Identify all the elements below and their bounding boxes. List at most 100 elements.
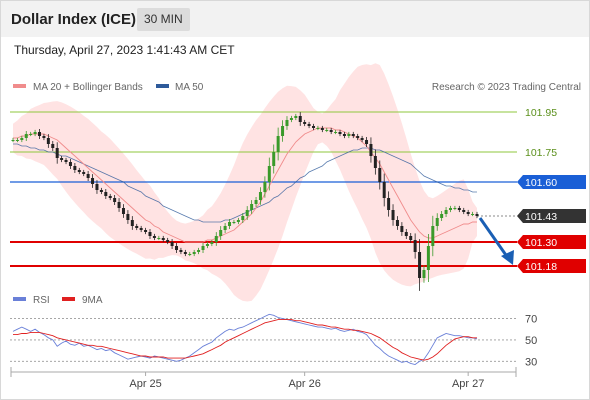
level-label-101-75: 101.75 (525, 147, 557, 159)
candle-body (29, 134, 33, 135)
chart-title: Dollar Index (ICE) (11, 11, 137, 28)
candlesticks (11, 112, 479, 291)
candle-body (20, 138, 24, 140)
candle-body (347, 134, 351, 136)
level-label-box (517, 235, 586, 249)
candle-6 (38, 129, 42, 139)
candle-43 (201, 243, 205, 253)
candle-38 (179, 247, 183, 255)
candle-78 (356, 133, 360, 141)
candle-64 (294, 113, 298, 121)
candle-83 (378, 160, 382, 190)
candle-100 (453, 205, 457, 211)
candle-25 (121, 204, 125, 218)
candle-body (15, 140, 19, 141)
candle-body (144, 230, 148, 232)
level-label-box (517, 259, 586, 273)
price-panel: 101.95 101.75 101.60 101.43 101.30 101.18 (10, 63, 586, 302)
candle-73 (334, 129, 338, 135)
candle-26 (126, 210, 130, 224)
rsi-level-label-50: 50 (525, 335, 537, 347)
candle-48 (223, 223, 227, 233)
candle-body (170, 242, 174, 246)
candle-body (77, 170, 81, 172)
rsi-line (12, 313, 478, 365)
rsi-level-label-30: 30 (525, 356, 537, 368)
candle-body (99, 190, 103, 192)
candle-69 (316, 125, 320, 131)
candle-body (161, 238, 165, 240)
candle-body (38, 132, 42, 136)
candle-90 (409, 233, 413, 243)
candle-body (73, 166, 77, 170)
candle-body (188, 254, 192, 255)
candle-80 (365, 137, 369, 147)
candle-body (68, 162, 72, 166)
timeframe-badge[interactable]: 30 MIN (137, 8, 190, 31)
candle-21 (104, 189, 108, 199)
candle-body (409, 236, 413, 240)
candle-65 (298, 112, 302, 126)
candle-body (55, 148, 59, 158)
candle-body (258, 192, 262, 200)
candle-body (148, 232, 152, 236)
candle-body (86, 174, 90, 178)
candle-body (435, 218, 439, 226)
candle-body (440, 214, 444, 218)
candle-body (60, 158, 64, 160)
candle-body (272, 152, 276, 166)
candle-body (241, 216, 245, 220)
candle-body (117, 202, 121, 208)
candle-body (179, 250, 183, 252)
candle-89 (404, 229, 408, 239)
candle-51 (236, 217, 240, 225)
forecast-arrow-head (501, 250, 514, 265)
candle-47 (219, 226, 223, 240)
candle-59 (272, 144, 276, 174)
candle-16 (82, 169, 86, 177)
candle-95 (431, 215, 435, 257)
level-label-box (517, 175, 586, 189)
candle-4 (29, 131, 33, 137)
candle-body (236, 220, 240, 222)
candle-29 (139, 225, 143, 233)
candle-body (139, 228, 143, 230)
candle-88 (400, 222, 404, 236)
candle-body (46, 138, 50, 144)
candle-body (263, 182, 267, 192)
candle-56 (258, 187, 262, 205)
candle-31 (148, 229, 152, 239)
candle-body (183, 252, 187, 254)
rsi-panel: 70 50 30 (10, 313, 537, 368)
timestamp: Thursday, April 27, 2023 1:41:43 AM CET (14, 43, 235, 57)
level-label-text: 101.30 (525, 237, 557, 249)
candle-body (91, 178, 95, 184)
candle-body (360, 138, 364, 140)
ma9-legend-swatch (62, 297, 75, 301)
candle-70 (320, 125, 324, 133)
candle-body (104, 192, 108, 196)
candle-body (448, 208, 452, 210)
candle-52 (241, 213, 245, 223)
candle-body (475, 214, 479, 216)
candle-body (210, 242, 214, 244)
candle-99 (448, 205, 452, 213)
candle-body (121, 208, 125, 214)
candle-body (382, 182, 386, 198)
candle-body (426, 246, 430, 270)
candle-53 (245, 206, 249, 220)
candle-body (462, 210, 466, 212)
candle-body (254, 200, 258, 204)
level-label-101-30: 101.30 (517, 235, 586, 249)
ma20-legend-swatch (13, 84, 26, 88)
candle-body (24, 134, 28, 138)
candle-body (11, 140, 15, 141)
candle-49 (228, 219, 232, 229)
candle-2 (20, 135, 24, 143)
ma20-line (13, 127, 477, 243)
candle-67 (307, 121, 311, 129)
candle-body (457, 208, 461, 210)
candle-35 (166, 237, 170, 245)
candle-82 (373, 149, 377, 175)
candle-body (82, 172, 86, 174)
